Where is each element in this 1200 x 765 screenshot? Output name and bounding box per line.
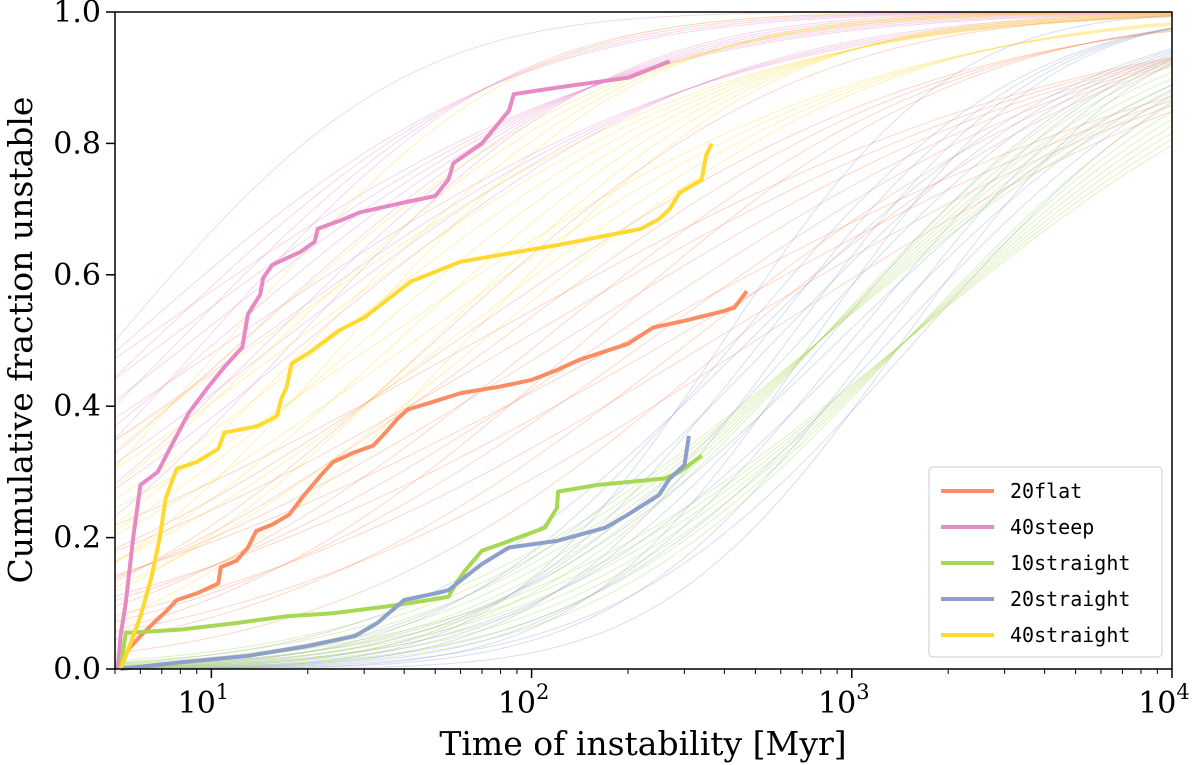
- series-lines: [115, 59, 749, 671]
- model-curve: [114, 144, 1173, 666]
- model-curve: [114, 105, 1173, 616]
- model-curve: [114, 84, 1173, 667]
- series-line-10straight: [118, 453, 703, 670]
- model-curve: [114, 65, 1173, 668]
- y-tick-label: 1.0: [53, 0, 101, 30]
- model-curve: [114, 11, 1173, 564]
- series-line-40straight: [118, 142, 714, 670]
- model-curve: [114, 15, 1173, 583]
- plot-frame: [114, 11, 1173, 670]
- model-curve: [114, 91, 1173, 664]
- model-curve: [114, 57, 1173, 552]
- model-curve: [114, 89, 1173, 669]
- model-curve: [114, 14, 1173, 465]
- model-curve: [114, 58, 1173, 669]
- model-curve: [114, 12, 1173, 427]
- model-curve: [114, 11, 1172, 353]
- model-curve: [114, 14, 1173, 532]
- legend-label-20straight: 20straight: [1010, 587, 1130, 611]
- y-axis: 0.0 0.2 0.4 0.6 0.8 1.0: [53, 0, 115, 687]
- model-curve: [114, 28, 1173, 631]
- model-curve: [114, 100, 1173, 597]
- y-tick-label: 0.4: [53, 389, 101, 424]
- model-curve: [114, 11, 1173, 454]
- legend-label-40straight: 40straight: [1010, 623, 1130, 647]
- model-curve: [114, 118, 1173, 669]
- model-curve: [114, 27, 1173, 670]
- y-tick-label: 0.2: [53, 521, 101, 556]
- model-curve: [114, 11, 1173, 485]
- model-curve: [114, 29, 1173, 607]
- model-curve: [114, 61, 1173, 623]
- model-curve: [114, 30, 1173, 550]
- series-line-40steep: [115, 59, 671, 670]
- legend: 20flat 40steep 10straight 20straight 40strai…: [928, 466, 1163, 658]
- model-curve: [114, 30, 1173, 580]
- model-curve: [114, 60, 1173, 601]
- x-tick-label: 102: [498, 680, 550, 721]
- model-curve: [114, 94, 1173, 669]
- y-tick-label: 0.6: [53, 258, 101, 293]
- model-curve: [114, 63, 1173, 641]
- model-curve: [114, 11, 1172, 439]
- model-curve: [115, 27, 1173, 670]
- model-curve: [114, 56, 1173, 526]
- model-curve: [114, 22, 1173, 562]
- model-curve: [114, 11, 1172, 517]
- model-curve: [114, 138, 1173, 667]
- x-tick-label: 101: [178, 680, 230, 721]
- model-curve: [114, 16, 1173, 442]
- model-curve: [114, 110, 1173, 633]
- y-tick-label: 0.8: [53, 126, 101, 161]
- model-curve: [114, 11, 1172, 378]
- model-curve: [115, 15, 1173, 670]
- model-curve: [114, 13, 1173, 593]
- legend-label-10straight: 10straight: [1010, 551, 1130, 575]
- x-axis: 101 102 103 104: [114, 669, 1190, 721]
- model-curve: [114, 27, 1173, 668]
- model-curve: [114, 23, 1173, 536]
- model-curve: [114, 24, 1173, 509]
- model-curve: [114, 132, 1173, 668]
- model-curve: [114, 15, 1173, 470]
- legend-label-20flat: 20flat: [1010, 479, 1082, 503]
- y-axis-label: Cumulative fraction unstable: [1, 97, 40, 584]
- model-curve: [114, 111, 1173, 669]
- model-curve: [114, 15, 1173, 500]
- model-curve: [114, 15, 1173, 441]
- model-curve: [114, 58, 1173, 578]
- x-tick-label: 103: [818, 680, 870, 721]
- model-curve: [114, 53, 1173, 669]
- x-tick-label: 104: [1138, 680, 1190, 721]
- y-tick-label: 0.0: [53, 652, 101, 687]
- model-curve: [114, 11, 1173, 487]
- legend-label-40steep: 40steep: [1010, 515, 1094, 539]
- model-curve: [115, 58, 1173, 670]
- series-line-20straight: [120, 435, 691, 671]
- model-curve: [114, 103, 1173, 670]
- model-curve: [114, 13, 1173, 563]
- model-curve: [114, 12, 1173, 402]
- model-curve: [114, 48, 1173, 664]
- model-curve: [115, 56, 1173, 670]
- model-curve: [115, 101, 1173, 670]
- series-line-20flat: [118, 289, 749, 670]
- model-curve: [114, 51, 1173, 669]
- legend-box: [928, 466, 1163, 658]
- model-curve: [114, 13, 1173, 490]
- model-curve: [114, 16, 1173, 419]
- model-curve: [114, 21, 1173, 588]
- x-axis-label: Time of instability [Myr]: [439, 724, 846, 763]
- model-curve: [114, 125, 1173, 668]
